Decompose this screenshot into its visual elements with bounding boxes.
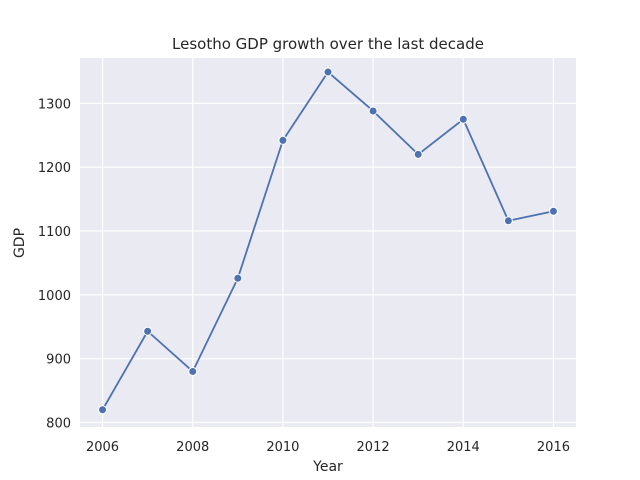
- data-point: [233, 273, 243, 283]
- y-axis-label: GDP: [12, 228, 28, 258]
- x-tick-label: 2008: [176, 440, 209, 455]
- data-point: [503, 216, 513, 226]
- data-point: [548, 206, 558, 216]
- x-tick-label: 2010: [266, 440, 299, 455]
- data-point: [98, 405, 108, 415]
- x-tick-label: 2016: [537, 440, 570, 455]
- data-point: [413, 149, 423, 159]
- data-point: [188, 366, 198, 376]
- data-point: [458, 114, 468, 124]
- y-axis-ticks: 800 900 1000 1100 1200 1300: [38, 97, 71, 431]
- data-point: [278, 135, 288, 145]
- grid-lines: [80, 58, 576, 427]
- y-tick-label: 1200: [38, 161, 71, 176]
- y-tick-label: 1300: [38, 97, 71, 112]
- chart-title: Lesotho GDP growth over the last decade: [172, 35, 484, 53]
- y-tick-label: 1100: [38, 225, 71, 240]
- data-point: [323, 67, 333, 77]
- x-tick-label: 2006: [86, 440, 119, 455]
- x-tick-label: 2014: [447, 440, 480, 455]
- x-axis-label: Year: [312, 459, 343, 475]
- plot-area: [80, 58, 576, 427]
- data-point: [143, 326, 153, 336]
- y-tick-label: 900: [46, 353, 71, 368]
- series-layer: [98, 67, 558, 415]
- data-point: [368, 106, 378, 116]
- x-axis-ticks: 2006 2008 2010 2012 2014 2016: [86, 440, 570, 455]
- x-tick-label: 2012: [357, 440, 390, 455]
- y-tick-label: 1000: [38, 289, 71, 304]
- y-tick-label: 800: [46, 417, 71, 432]
